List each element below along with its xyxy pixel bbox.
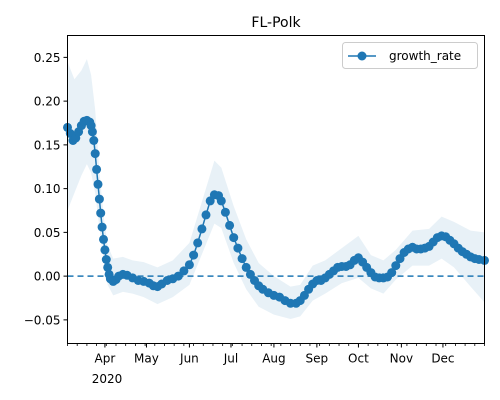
data-point <box>96 208 106 218</box>
y-tick-label: 0.05 <box>34 226 61 240</box>
data-point <box>220 207 230 217</box>
x-tick-label: Nov <box>390 352 413 366</box>
y-tick-label: 0.20 <box>34 95 61 109</box>
x-axis: Apr May Jun Jul Aug Sep Oct Nov Dec <box>67 343 485 366</box>
x-tick-label: Sep <box>306 352 329 366</box>
data-point <box>97 222 107 232</box>
data-point <box>179 266 189 276</box>
y-tick-label: 0.25 <box>34 51 61 65</box>
plot-area <box>63 59 489 319</box>
data-point <box>387 268 397 278</box>
data-point <box>241 262 251 272</box>
data-point <box>229 233 239 243</box>
data-point <box>216 196 226 206</box>
data-point <box>184 260 194 270</box>
data-point <box>237 254 247 264</box>
data-point <box>100 245 110 255</box>
data-point <box>103 262 113 272</box>
y-tick-label: 0.00 <box>34 270 61 284</box>
y-axis: 0.25 0.20 0.15 0.10 0.05 0.00 −0.05 <box>24 51 68 327</box>
y-tick-label: 0.15 <box>34 138 61 152</box>
plot-frame <box>67 35 485 344</box>
data-point <box>87 127 97 137</box>
data-point <box>101 255 111 264</box>
data-point <box>225 220 235 230</box>
x-tick-label: Jul <box>223 352 238 366</box>
data-point <box>99 234 108 244</box>
x-tick-label: Aug <box>262 352 285 366</box>
data-point <box>90 149 100 159</box>
data-point <box>201 210 211 220</box>
x-tick-label: Jun <box>179 352 199 366</box>
data-point <box>93 179 103 189</box>
series-growth-rate <box>63 115 489 308</box>
x-tick-label: May <box>134 352 159 366</box>
x-tick-label: Apr <box>95 352 116 366</box>
legend-label: growth_rate <box>389 49 461 63</box>
data-point <box>89 136 99 145</box>
x-tick-label: Oct <box>348 352 369 366</box>
y-tick-label: −0.05 <box>24 313 61 327</box>
data-point <box>233 243 243 253</box>
legend: growth_rate <box>342 42 478 69</box>
chart-title: FL-Polk <box>251 15 301 31</box>
data-point <box>94 194 104 204</box>
data-point <box>193 238 203 248</box>
y-tick-label: 0.10 <box>34 182 61 196</box>
data-point <box>197 224 207 234</box>
axes: 0.25 0.20 0.15 0.10 0.05 0.00 −0.05 Apr May Jun J… <box>24 35 485 386</box>
x-tick-label: Dec <box>431 352 454 366</box>
legend-marker-icon <box>357 51 367 61</box>
legend-box <box>342 42 478 69</box>
x-axis-year-label: 2020 <box>92 372 123 386</box>
data-point <box>189 250 199 260</box>
data-point <box>92 164 102 174</box>
data-point <box>391 261 401 271</box>
